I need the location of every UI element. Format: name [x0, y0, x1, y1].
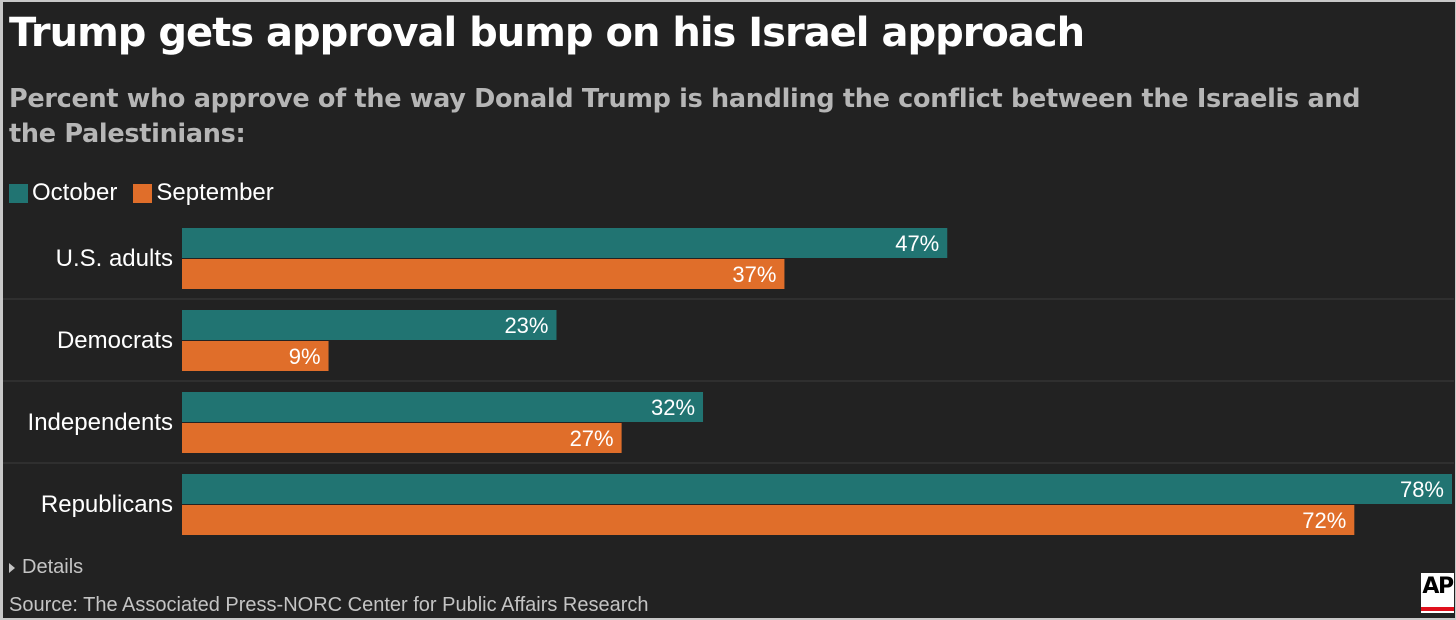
chart-subtitle: Percent who approve of the way Donald Tr…: [9, 84, 1361, 149]
caret-right-icon: [9, 562, 15, 573]
legend-label-september: September: [156, 179, 274, 206]
category-label-u-s-adults: U.S. adults: [56, 245, 173, 272]
legend: October September: [9, 179, 290, 207]
value-label-october-u-s-adults: 47%: [895, 231, 939, 256]
details-label: Details: [22, 556, 84, 578]
details-toggle[interactable]: Details: [9, 556, 83, 579]
category-label-republicans: Republicans: [41, 491, 173, 518]
value-label-september-democrats: 9%: [289, 344, 321, 369]
legend-label-october: October: [32, 179, 118, 206]
category-label-democrats: Democrats: [57, 327, 173, 354]
value-label-september-independents: 27%: [570, 426, 614, 451]
value-label-october-republicans: 78%: [1400, 477, 1444, 502]
bar-september-independents: [182, 423, 622, 453]
bar-september-u-s-adults: [182, 259, 785, 289]
value-label-september-u-s-adults: 37%: [732, 262, 776, 287]
chart-title: Trump gets approval bump on his Israel a…: [9, 10, 1085, 56]
bar-october-republicans: [182, 474, 1452, 504]
value-label-september-republicans: 72%: [1302, 508, 1346, 533]
bar-october-u-s-adults: [182, 228, 948, 258]
legend-item-october: October: [9, 179, 117, 207]
source-note: Source: The Associated Press-NORC Center…: [9, 594, 649, 616]
ap-logo-accent: [1421, 607, 1454, 611]
ap-logo-icon: AP: [1421, 573, 1454, 613]
category-label-independents: Independents: [28, 409, 173, 436]
legend-swatch-september: [133, 183, 153, 203]
legend-item-september: September: [133, 179, 274, 207]
bar-september-republicans: [182, 505, 1355, 535]
legend-swatch-october: [9, 183, 28, 203]
bar-october-independents: [182, 392, 704, 422]
bar-september-democrats: [182, 341, 329, 371]
value-label-october-democrats: 23%: [504, 313, 548, 338]
value-label-october-independents: 32%: [651, 395, 695, 420]
bar-october-democrats: [182, 310, 557, 340]
ap-logo-text: AP: [1422, 574, 1454, 599]
